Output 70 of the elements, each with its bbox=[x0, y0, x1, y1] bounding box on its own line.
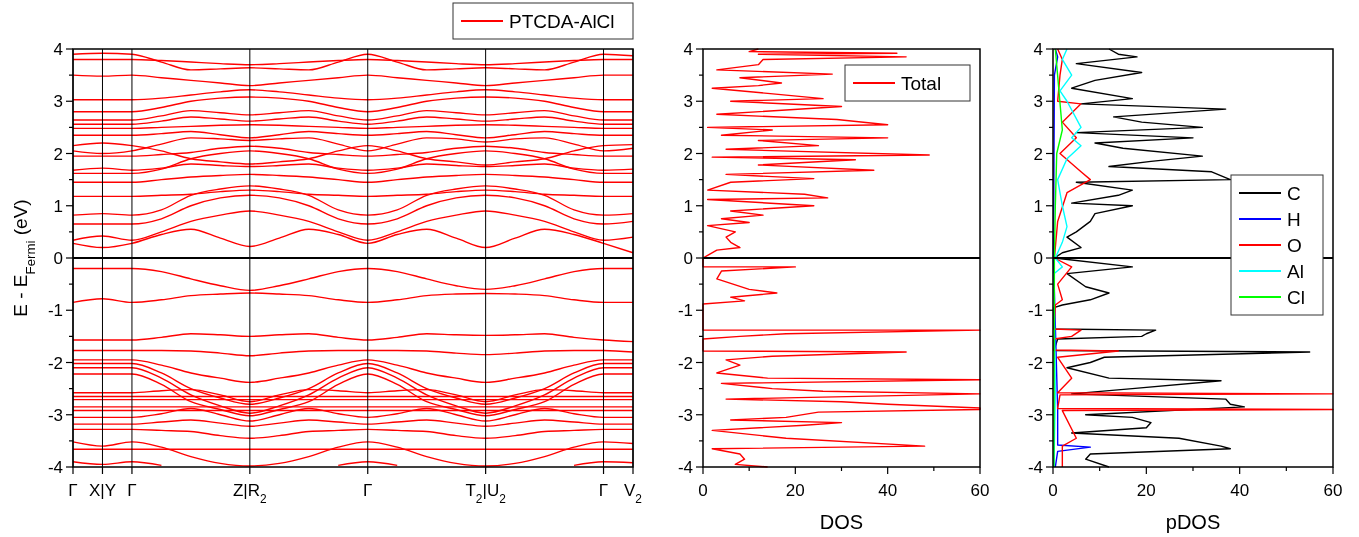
line-series bbox=[72, 96, 634, 113]
legend-label: H bbox=[1287, 209, 1301, 230]
y-tick-label: 4 bbox=[53, 40, 63, 59]
y-tick-label: 4 bbox=[683, 40, 693, 59]
y-tick-label: 3 bbox=[1033, 92, 1043, 112]
line-series bbox=[72, 173, 634, 183]
line-series bbox=[72, 428, 634, 439]
line-series bbox=[72, 367, 634, 414]
y-tick-label: 0 bbox=[53, 249, 63, 268]
line-series bbox=[72, 333, 634, 343]
y-tick-label: -1 bbox=[47, 301, 63, 321]
legend-label: O bbox=[1287, 235, 1302, 256]
line-series bbox=[72, 116, 634, 125]
y-tick-label: -2 bbox=[677, 353, 693, 373]
line-series bbox=[72, 441, 634, 467]
x-tick-label: Z|R$_{2}$ bbox=[232, 481, 268, 506]
line-series bbox=[72, 74, 634, 87]
legend-label: Cl bbox=[1287, 287, 1305, 308]
x-tick-label: V$_{2}$ bbox=[624, 481, 643, 506]
line-series bbox=[72, 109, 634, 121]
line-series bbox=[72, 89, 634, 101]
line-series bbox=[72, 52, 634, 71]
y-tick-label: -3 bbox=[47, 405, 63, 425]
y-tick-label: 0 bbox=[1033, 249, 1043, 268]
x-tick-label: 0 bbox=[698, 481, 708, 500]
legend-label: Al bbox=[1287, 261, 1304, 282]
y-tick-label: 1 bbox=[53, 196, 63, 216]
legend-label: PTCDA-AlCl bbox=[509, 11, 615, 32]
y-tick-label: -2 bbox=[47, 353, 63, 373]
x-tick-label: Γ bbox=[127, 481, 137, 500]
y-tick-label: -3 bbox=[1027, 405, 1043, 425]
y-tick-label: -4 bbox=[47, 458, 63, 477]
line-series bbox=[72, 185, 634, 216]
y-tick-label: 4 bbox=[1033, 40, 1043, 59]
legend-label: C bbox=[1287, 183, 1301, 204]
x-axis-title: DOS bbox=[819, 511, 864, 533]
x-tick-label: 40 bbox=[878, 481, 898, 500]
line-series bbox=[1053, 48, 1064, 468]
y-tick-label: 1 bbox=[683, 196, 693, 216]
y-tick-label: -4 bbox=[1027, 458, 1043, 477]
y-tick-label: 1 bbox=[1033, 196, 1043, 216]
line-series bbox=[72, 362, 634, 405]
x-tick-label: Γ bbox=[363, 481, 373, 500]
y-tick-label: 2 bbox=[1033, 144, 1043, 164]
y-tick-label: 2 bbox=[683, 144, 693, 164]
y-tick-label: 0 bbox=[683, 249, 693, 268]
line-series bbox=[72, 407, 634, 422]
x-tick-label: Γ bbox=[598, 481, 609, 500]
x-tick-label: 60 bbox=[970, 481, 990, 500]
y-tick-label: -2 bbox=[1027, 353, 1043, 373]
x-tick-label: X|Y bbox=[88, 481, 117, 500]
x-tick-label: 60 bbox=[1323, 481, 1343, 500]
y-tick-label: 3 bbox=[53, 92, 63, 112]
legend-label: Total bbox=[901, 73, 942, 94]
x-tick-label: 40 bbox=[1230, 481, 1250, 500]
line-series bbox=[72, 359, 634, 384]
y-tick-label: 2 bbox=[53, 144, 63, 164]
y-tick-label: -3 bbox=[677, 405, 693, 425]
x-tick-label: Γ bbox=[68, 481, 78, 500]
x-tick-label: T$_{2}$|U$_{2}$ bbox=[465, 481, 507, 506]
x-tick-label: 0 bbox=[1048, 481, 1058, 500]
x-tick-label: 20 bbox=[1136, 481, 1156, 500]
x-axis-title: pDOS bbox=[1165, 511, 1221, 533]
y-tick-label: -1 bbox=[677, 301, 693, 321]
line-series bbox=[72, 194, 634, 225]
y-tick-label: 3 bbox=[683, 92, 693, 112]
x-tick-label: 20 bbox=[785, 481, 805, 500]
line-series bbox=[72, 419, 634, 427]
y-tick-label: -1 bbox=[1027, 301, 1043, 321]
y-tick-label: -4 bbox=[677, 458, 693, 477]
